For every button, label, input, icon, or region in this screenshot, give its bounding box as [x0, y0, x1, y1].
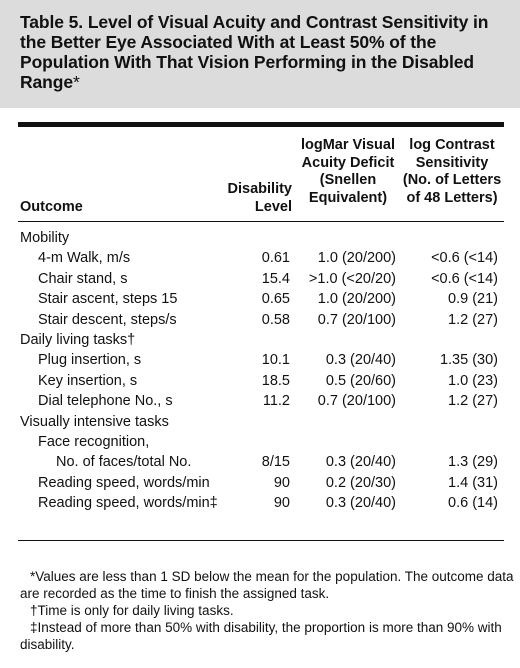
header-logmar-line-4: Equivalent): [308, 189, 388, 206]
header-contrast-line-4: of 48 Letters): [406, 189, 498, 206]
header-logmar-line-3: (Snellen: [319, 172, 377, 188]
row-label: 4-m Walk, m/s: [38, 250, 131, 267]
header-disability-line-2: Level: [254, 198, 292, 215]
footnote-dagger: †Time is only for daily living tasks.: [30, 603, 234, 618]
cell-contrast: 1.2 (27): [448, 393, 498, 410]
header-disability: Disability Level: [186, 181, 292, 216]
row-label: Plug insertion, s: [38, 352, 142, 369]
header-contrast: log Contrast Sensitivity (No. of Letters…: [400, 137, 504, 207]
cell-contrast: <0.6 (<14): [431, 270, 498, 287]
cell-disability: 10.1: [261, 352, 290, 369]
row-label: Stair descent, steps/s: [38, 311, 177, 328]
footnote-star: *Values are less than 1 SD below the mea…: [20, 569, 514, 601]
header-outcome: Outcome: [20, 199, 83, 215]
row-label: Stair ascent, steps 15: [38, 291, 178, 308]
row-label: Face recognition,: [38, 434, 150, 450]
bottom-rule: [18, 540, 504, 541]
cell-disability: 0.58: [261, 311, 290, 328]
section-label: Daily living tasks†: [20, 332, 136, 348]
cell-contrast: 1.3 (29): [448, 454, 498, 471]
cell-contrast: 0.6 (14): [448, 495, 498, 512]
header-disability-line-1: Disability: [227, 181, 292, 197]
header-logmar: logMar Visual Acuity Deficit (Snellen Eq…: [296, 137, 400, 207]
cell-contrast: 1.4 (31): [448, 474, 498, 491]
row-label: Key insertion, s: [38, 372, 138, 389]
section-label: Visually intensive tasks: [20, 413, 169, 430]
cell-disability: 8/15: [261, 454, 290, 471]
cell-contrast: 1.2 (27): [448, 311, 498, 328]
row-label: No. of faces/total No.: [56, 454, 192, 471]
cell-contrast: 1.35 (30): [439, 352, 498, 369]
header-contrast-line-2: Sensitivity: [415, 154, 489, 171]
cell-disability: 90: [273, 474, 290, 491]
cell-logmar: 0.5 (20/60): [325, 372, 396, 389]
row-label: Chair stand, s: [38, 270, 128, 287]
cell-logmar: >1.0 (<20/20): [308, 270, 396, 287]
cell-logmar: 0.7 (20/100): [317, 393, 396, 410]
cell-disability: 11.2: [262, 393, 290, 410]
cell-logmar: 0.3 (20/40): [325, 352, 396, 369]
cell-logmar: 1.0 (20/200): [317, 250, 396, 267]
cell-contrast: 0.9 (21): [448, 291, 498, 308]
cell-contrast: <0.6 (<14): [431, 250, 498, 267]
row-label: Dial telephone No., s: [38, 393, 173, 410]
title-box: Table 5. Level of Visual Acuity and Cont…: [0, 0, 520, 108]
cell-disability: 18.5: [261, 372, 290, 389]
section-label: Mobility: [20, 230, 70, 246]
table-title-text: Table 5. Level of Visual Acuity and Cont…: [20, 12, 489, 92]
header-contrast-line-1: log Contrast: [409, 137, 495, 153]
cell-logmar: 1.0 (20/200): [317, 291, 396, 308]
cell-disability: 0.65: [261, 291, 290, 308]
row-label: Reading speed, words/min‡: [38, 495, 218, 512]
title-footnote-marker: *: [72, 72, 80, 92]
header-logmar-line-1: logMar Visual: [300, 137, 395, 153]
top-rule: [18, 122, 504, 127]
cell-logmar: 0.7 (20/100): [317, 311, 396, 328]
cell-disability: 90: [273, 495, 290, 512]
cell-contrast: 1.0 (23): [448, 372, 498, 389]
cell-logmar: 0.2 (20/30): [325, 474, 396, 491]
header-logmar-line-2: Acuity Deficit: [301, 154, 395, 171]
cell-logmar: 0.3 (20/40): [325, 495, 396, 512]
header-contrast-line-3: (No. of Letters: [402, 172, 502, 188]
row-label: Reading speed, words/min: [38, 474, 210, 491]
footnotes: *Values are less than 1 SD below the mea…: [20, 568, 515, 653]
cell-disability: 0.61: [261, 250, 290, 267]
footnote-ddagger: ‡Instead of more than 50% with disabilit…: [20, 620, 502, 652]
table-title: Table 5. Level of Visual Acuity and Cont…: [20, 12, 510, 92]
cell-disability: 15.4: [261, 270, 290, 287]
header-rule: [18, 221, 504, 222]
cell-logmar: 0.3 (20/40): [325, 454, 396, 471]
